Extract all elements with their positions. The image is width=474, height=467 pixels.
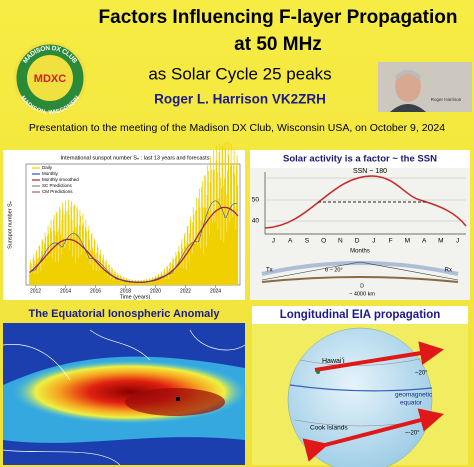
anomaly-core [125,388,225,416]
label-equator: geomagnetic [395,392,433,399]
month-label: O [321,238,326,245]
y-tick-label: 40 [252,218,260,225]
webcam: Roger Harrison [378,62,472,112]
month-label: A [288,238,293,245]
panel-heading [252,306,468,324]
label-south: ~-20° [405,431,420,437]
panel-title: Longitudinal EIA propagation [280,309,441,321]
x-label: Time (years) [120,294,151,300]
month-label: N [338,238,343,245]
x-tick-label: 2020 [150,288,161,294]
d: D [360,283,364,289]
longitudinal-panel: Longitudinal EIA propagation Hawaiʻi ~20… [252,306,468,467]
panel-title: Solar activity is a factor ~ the SSN [283,154,437,165]
panel-title: The Equatorial Ionospheric Anomaly [29,308,221,320]
equator-line [289,384,433,392]
webcam-label: Roger Harrison [431,97,462,102]
month-label: A [422,238,427,245]
panel-bg [250,150,470,300]
month-label: J [372,238,375,245]
label-north: ~20° [415,371,428,377]
month-label: J [272,238,275,245]
marker [176,397,180,401]
subtitle: as Solar Cycle 25 peaks [148,64,331,83]
sunspot-panel: International sunspot number Sₙ : last 1… [3,141,245,300]
monthly-curve [29,200,238,283]
path-arrow [314,341,444,372]
y-label: Sunspot number Sₙ [7,200,13,249]
distance: ~ 4000 km [349,291,375,297]
month-label: M [438,238,443,245]
logo-center [27,55,73,101]
month-label: S [305,238,310,245]
hair [394,70,422,80]
ray [261,261,361,281]
x-tick-label: 2014 [60,288,71,294]
label-hawaii: Hawaiʻi [322,357,345,365]
muf-curve [264,175,467,229]
ionosphere [261,261,459,276]
daily-spikes [29,141,239,285]
coastline [2,329,246,466]
legend-label: Monthly smoothed [42,177,79,182]
y-tick-label: 50 [252,197,260,204]
face [395,70,421,102]
earth [261,276,459,283]
angle: θ ~ 20° [325,267,343,273]
panel-heading [250,150,470,168]
x-tick-label: 2012 [30,288,41,294]
webcam-wall [378,62,472,112]
path-arrow [302,408,444,462]
x-tick-label: 2022 [180,288,191,294]
title: Factors Influencing F-layer Propagation [99,7,458,28]
x-tick-label: 2016 [90,288,101,294]
label-equator: equator [400,400,423,407]
x-tick-label: 2018 [120,288,131,294]
legend-label: CM Predictions [42,189,73,194]
shirt [390,104,426,112]
month-label: J [456,238,459,245]
presentation: Presentation to the meeting of the Madis… [29,122,445,134]
logo-mark: MDXC [34,73,66,85]
annotation: SSN ~ 180 [353,168,387,175]
anomaly [12,360,248,424]
x-label: Months [350,249,370,255]
tx: Tx [266,268,273,274]
month-label: M [405,238,410,245]
month-label: F [389,238,393,245]
panel-title: International sunspot number Sₙ : last 1… [61,155,210,161]
ssn-panel: Solar activity is a factor ~ the SSN 50 … [250,150,470,300]
eia-panel: The Equatorial Ionospheric Anomaly [2,308,248,466]
author: Roger L. Harrison VK2ZRH [154,92,326,107]
month-label: D [355,238,360,245]
x-tick-label: 2024 [210,288,221,294]
rx: Rx [445,268,452,274]
label-cook: Cook Islands [310,425,348,432]
legend-label: SC Predictions [42,183,73,188]
island [316,370,320,374]
ray [359,261,459,281]
title: at 50 MHz [234,34,322,55]
logo: MADISON DX CLUB MADISON, WISCONSIN MDXC [13,41,87,116]
latitude [299,357,426,366]
legend-label: Monthly [42,171,59,176]
legend-label: Daily [42,165,53,170]
